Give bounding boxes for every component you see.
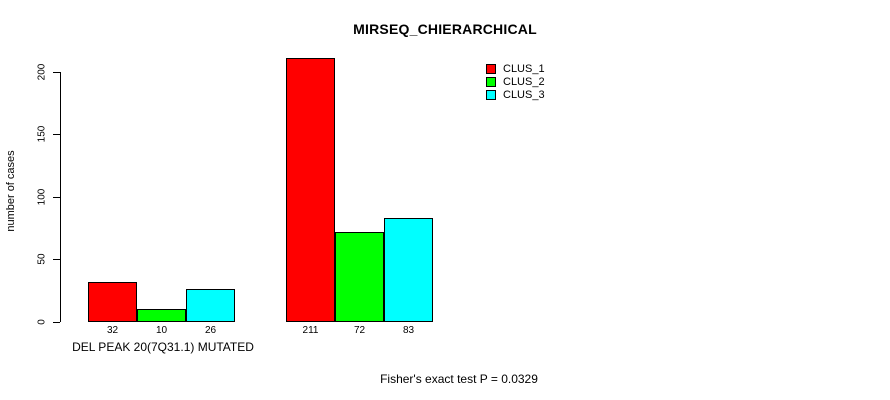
- y-tick-mark: [53, 322, 60, 323]
- bar-value-label: 26: [204, 325, 217, 336]
- bar-value-label: 32: [106, 325, 119, 336]
- bar-value-label: 10: [155, 325, 168, 336]
- legend-label: CLUS_1: [503, 63, 545, 75]
- legend-swatch-icon: [486, 90, 496, 100]
- y-tick-mark: [53, 197, 60, 198]
- bar-value-label: 83: [402, 325, 415, 336]
- y-tick-mark: [53, 134, 60, 135]
- y-tick-mark: [53, 72, 60, 73]
- y-axis-line: [60, 72, 61, 322]
- x-axis-label: DEL PEAK 20(7Q31.1) MUTATED: [72, 340, 254, 354]
- y-tick-mark: [53, 259, 60, 260]
- legend-swatch-icon: [486, 77, 496, 87]
- y-tick-label: 200: [36, 63, 48, 81]
- legend-item-clus_2: CLUS_2: [486, 76, 545, 88]
- chart-title: MIRSEQ_CHIERARCHICAL: [353, 21, 537, 37]
- bar-clus_1-group2: [286, 58, 335, 322]
- legend-swatch-icon: [486, 64, 496, 74]
- y-tick-label: 0: [36, 319, 48, 325]
- legend-item-clus_3: CLUS_3: [486, 89, 545, 101]
- y-axis-label: number of cases: [5, 150, 17, 232]
- y-tick-label: 150: [36, 125, 48, 143]
- y-tick-label: 50: [36, 253, 48, 265]
- bar-clus_1-group1: [88, 282, 137, 322]
- bar-clus_3-group2: [384, 218, 433, 322]
- bar-value-label: 72: [353, 325, 366, 336]
- legend-item-clus_1: CLUS_1: [486, 63, 545, 75]
- legend: CLUS_1 CLUS_2 CLUS_3: [486, 63, 545, 102]
- bar-value-label: 211: [302, 325, 319, 336]
- fisher-test-annotation: Fisher's exact test P = 0.0329: [380, 372, 538, 386]
- bar-clus_2-group2: [335, 232, 384, 322]
- legend-label: CLUS_3: [503, 89, 545, 101]
- y-tick-label: 100: [36, 188, 48, 206]
- bar-clus_2-group1: [137, 309, 186, 322]
- legend-label: CLUS_2: [503, 76, 545, 88]
- bar-clus_3-group1: [186, 289, 235, 322]
